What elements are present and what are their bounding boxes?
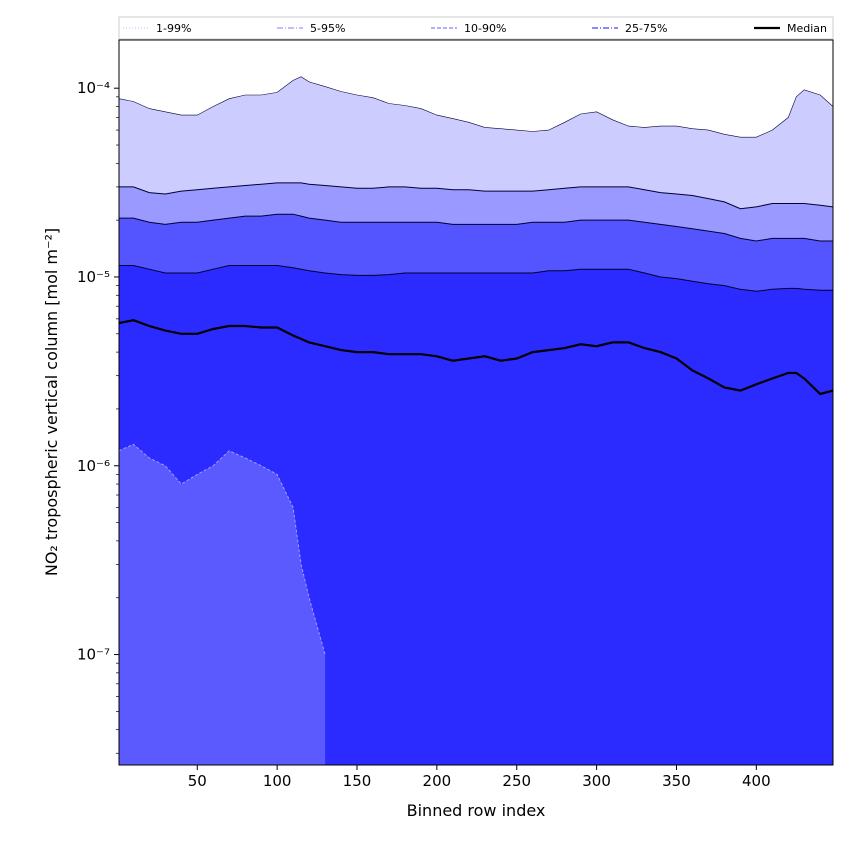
band-upper-line-1-99% <box>119 76 833 138</box>
lower-tail-area <box>119 444 326 765</box>
band-upper-line-10-90% <box>119 213 833 242</box>
legend-label: 5-95% <box>310 22 345 35</box>
legend-box <box>118 16 834 40</box>
legend-label: 1-99% <box>156 22 191 35</box>
lower-tail-line <box>119 443 326 655</box>
x-tick-label: 150 <box>343 772 372 790</box>
x-tick-label: 250 <box>502 772 531 790</box>
x-tick-label: 100 <box>263 772 292 790</box>
x-tick-label: 300 <box>582 772 611 790</box>
band-upper-line-5-95% <box>119 182 833 210</box>
y-tick-label: 10⁻⁷ <box>77 646 110 664</box>
legend-label: 10-90% <box>464 22 506 35</box>
x-axis-label: Binned row index <box>407 801 546 820</box>
y-tick-label: 10⁻⁴ <box>77 79 110 97</box>
x-tick-label: 50 <box>188 772 207 790</box>
legend-label: Median <box>787 22 827 35</box>
y-tick-label: 10⁻⁵ <box>77 268 110 286</box>
median-line <box>119 319 833 396</box>
percentile-bands <box>119 40 833 765</box>
band-upper-line-25-75% <box>119 265 833 292</box>
y-tick-label: 10⁻⁶ <box>77 457 110 475</box>
y-axis-label: NO₂ tropospheric vertical column [mol m⁻… <box>42 228 61 576</box>
x-tick-label: 350 <box>662 772 691 790</box>
legend: 1-99% 5-95% 10-90% 25-75% Median <box>118 16 834 40</box>
y-axis: 10⁻⁷ 10⁻⁶ 10⁻⁵ 10⁻⁴ <box>77 79 119 754</box>
x-tick-label: 400 <box>742 772 771 790</box>
plot-frame <box>118 39 834 766</box>
median-layer <box>119 319 833 396</box>
x-tick-label: 200 <box>423 772 452 790</box>
x-axis: 50 100 150 200 250 300 350 400 <box>188 765 771 790</box>
legend-label: 25-75% <box>625 22 667 35</box>
